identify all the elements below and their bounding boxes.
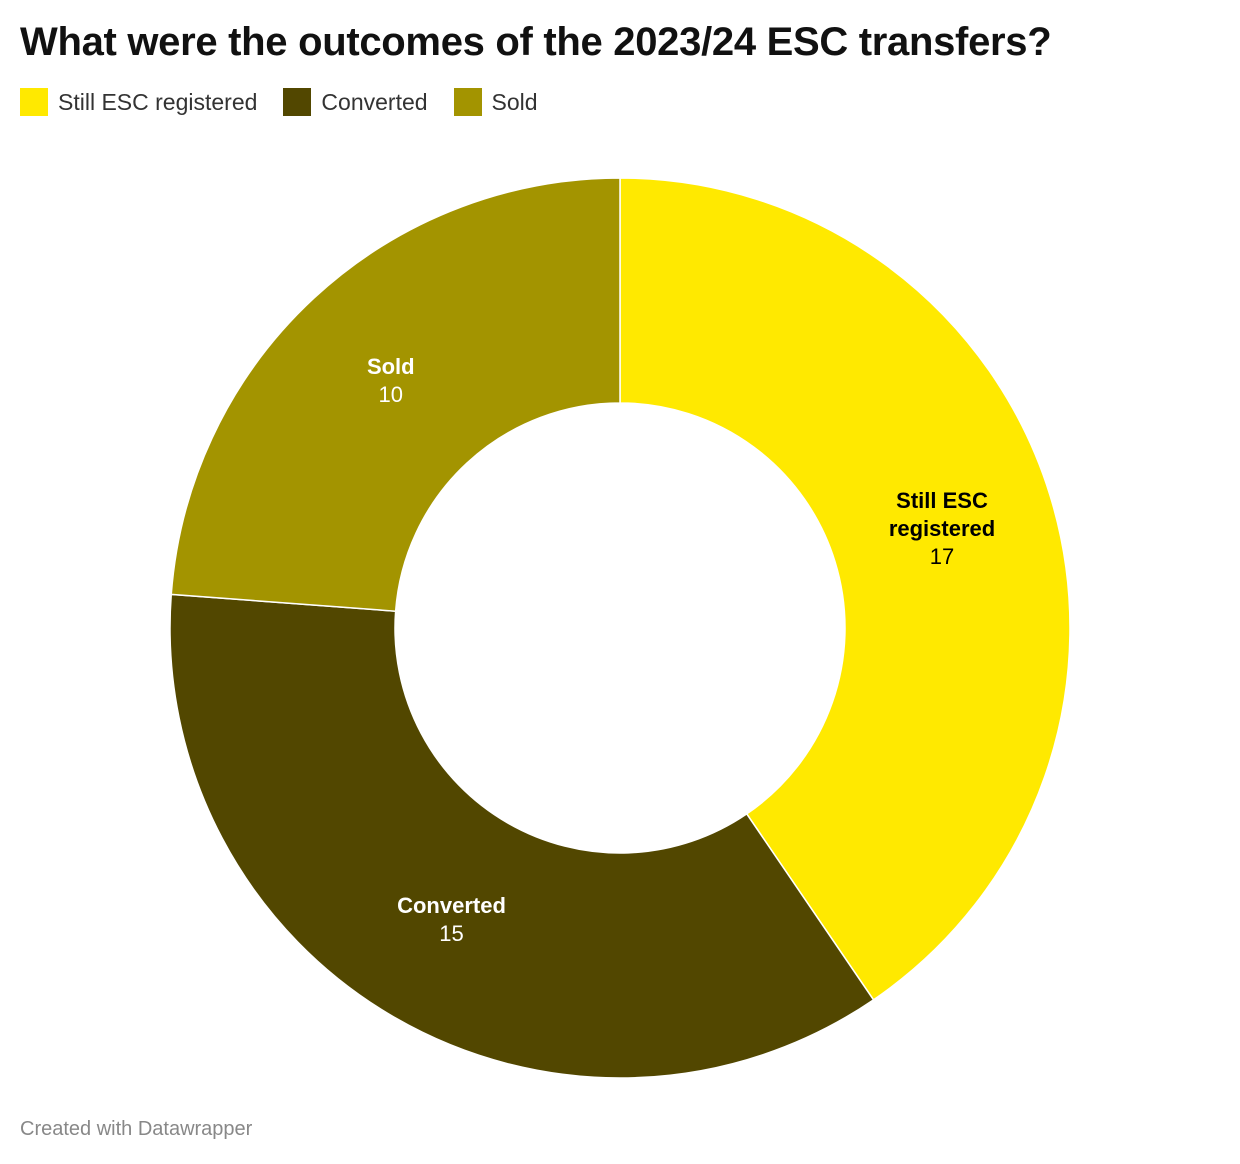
- slice-label: Sold 10: [306, 353, 476, 409]
- legend-item: Converted: [283, 88, 428, 116]
- legend-swatch: [283, 88, 312, 116]
- legend-swatch: [20, 88, 48, 116]
- donut-slice: [170, 177, 621, 612]
- slice-label-name: Converted: [397, 892, 506, 918]
- legend-item: Sold: [453, 88, 538, 116]
- slice-label-value: 15: [439, 920, 464, 946]
- chart-title: What were the outcomes of the 2023/24 ES…: [20, 20, 1052, 64]
- legend-swatch: [453, 88, 482, 116]
- legend-label: Still ESC registered: [58, 88, 258, 115]
- legend-item: Still ESC registered: [20, 88, 257, 116]
- slice-label-value: 17: [929, 543, 955, 569]
- donut-slice: [619, 177, 1071, 1001]
- donut-slice: [169, 593, 875, 1079]
- slice-label: Converted 15: [367, 892, 537, 948]
- footer: Created with Datawrapper: [20, 1118, 253, 1140]
- legend: Still ESC registered Converted Sold: [20, 88, 538, 116]
- slice-label-value: 10: [378, 381, 404, 407]
- legend-label: Converted: [321, 88, 428, 115]
- legend-label: Sold: [491, 88, 538, 115]
- slice-label-name: Sold: [366, 353, 415, 379]
- slice-label-name: Still ESC registered: [888, 487, 996, 541]
- slice-label: Still ESC registered 17: [857, 487, 1027, 571]
